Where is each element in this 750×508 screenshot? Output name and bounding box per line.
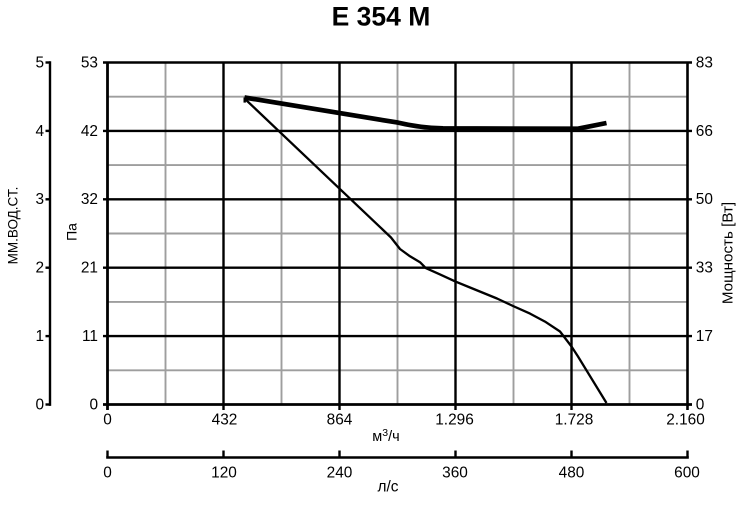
- svg-text:32: 32: [81, 191, 98, 208]
- svg-text:0: 0: [89, 396, 98, 413]
- svg-text:33: 33: [696, 260, 713, 277]
- svg-text:480: 480: [559, 465, 585, 482]
- svg-text:0: 0: [696, 396, 705, 413]
- svg-text:66: 66: [696, 123, 713, 140]
- svg-text:53: 53: [81, 54, 98, 71]
- svg-text:600: 600: [674, 465, 700, 482]
- svg-text:21: 21: [81, 260, 98, 277]
- svg-text:5: 5: [35, 54, 44, 71]
- svg-text:3: 3: [35, 191, 44, 208]
- svg-text:Мощность [Вт]: Мощность [Вт]: [720, 202, 737, 304]
- svg-text:0: 0: [103, 412, 112, 429]
- svg-text:432: 432: [212, 412, 238, 429]
- svg-text:83: 83: [696, 54, 713, 71]
- svg-text:2.160: 2.160: [666, 412, 705, 429]
- svg-text:120: 120: [211, 465, 237, 482]
- svg-text:0: 0: [103, 465, 112, 482]
- svg-text:360: 360: [442, 465, 468, 482]
- svg-text:ММ.ВОД.СТ.: ММ.ВОД.СТ.: [6, 187, 21, 265]
- svg-text:50: 50: [696, 191, 713, 208]
- svg-text:11: 11: [82, 328, 98, 345]
- svg-text:E 354 M: E 354 M: [332, 2, 431, 32]
- svg-text:864: 864: [327, 412, 353, 429]
- svg-text:2: 2: [35, 260, 44, 277]
- svg-text:240: 240: [327, 465, 353, 482]
- svg-text:1.296: 1.296: [435, 412, 474, 429]
- svg-text:Па: Па: [64, 223, 80, 241]
- svg-text:42: 42: [81, 123, 98, 140]
- svg-text:м3/ч: м3/ч: [372, 427, 399, 445]
- svg-text:0: 0: [35, 396, 44, 413]
- svg-text:1.728: 1.728: [555, 412, 594, 429]
- svg-text:л/с: л/с: [378, 478, 399, 495]
- svg-text:17: 17: [696, 328, 713, 345]
- svg-text:1: 1: [35, 328, 44, 345]
- svg-text:4: 4: [35, 123, 44, 140]
